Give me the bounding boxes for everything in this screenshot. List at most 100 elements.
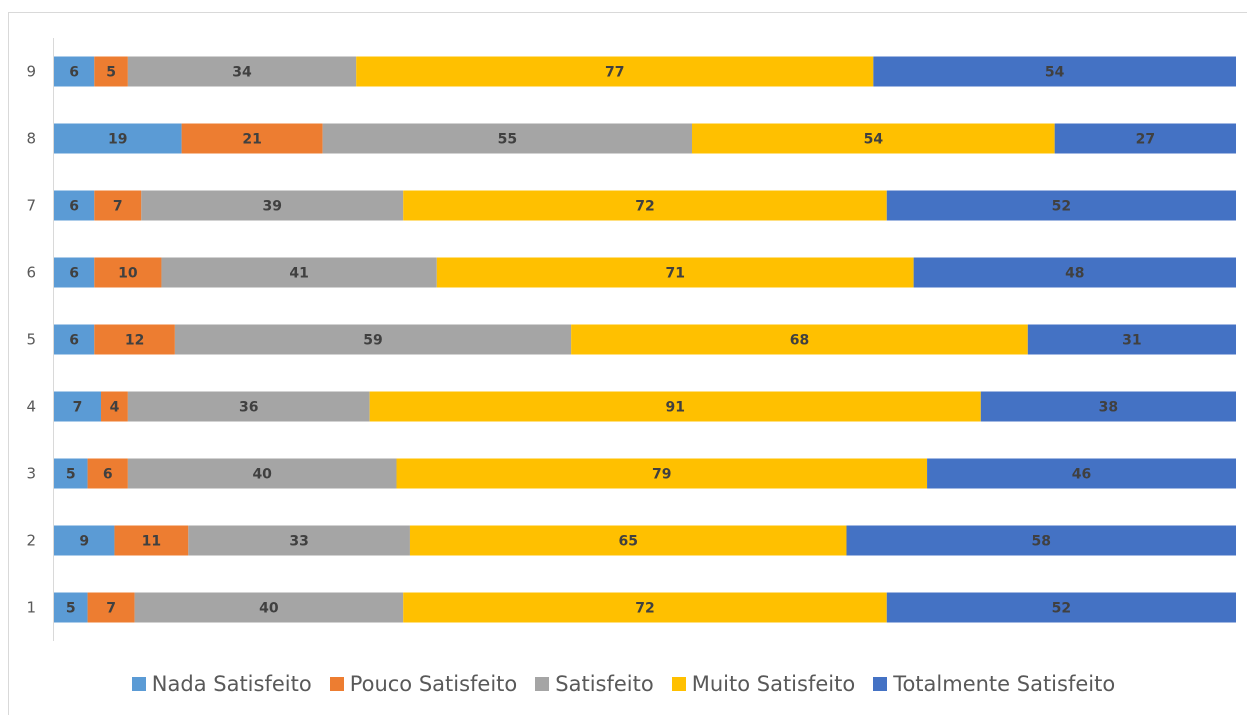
bar-segment [94,257,162,288]
bar-segment [174,324,572,355]
data-label: 9 [79,534,89,550]
y-tick-label: 4 [26,398,36,416]
bar-segment [403,190,887,221]
data-label: 46 [1072,467,1091,483]
stacked-bar-chart: 1 5 7 40 72 522 9 11 33 65 583 5 6 40 79 464 7 4 36 91 385 6 1… [26,38,1236,641]
bar-segment [396,458,928,489]
data-label: 12 [125,333,144,349]
y-tick-label: 2 [26,532,36,550]
data-label: 6 [69,199,79,215]
bar-segment [54,391,102,422]
data-label: 55 [498,132,517,148]
legend-item-satisfeito: Satisfeito [535,672,654,696]
data-label: 40 [259,601,279,617]
bar-segment [181,123,323,154]
data-label: 27 [1136,132,1155,148]
data-label: 6 [69,266,79,282]
legend-swatch [131,677,146,691]
bar-segment [54,123,182,154]
bar-segment [54,56,95,87]
data-label: 4 [110,400,120,416]
data-label: 11 [142,534,161,550]
bar-segment [127,458,397,489]
data-label: 21 [242,132,261,148]
data-label: 52 [1052,199,1071,215]
data-label: 7 [106,601,116,617]
bar-segment [161,257,437,288]
bar-segment [692,123,1055,154]
legend-label: Pouco Satisfeito [349,672,518,696]
bar-segment [369,391,981,422]
data-label: 54 [864,132,884,148]
y-tick-label: 1 [26,599,36,617]
bar-segment [927,458,1236,489]
bar-segment [87,458,128,489]
bar-segment [54,592,88,623]
bar-segment [101,391,128,422]
legend-item-totalmente-satisfeito: Totalmente Satisfeito [873,672,1115,696]
bar-segment [54,324,95,355]
bar-segment [409,525,847,556]
data-label: 6 [103,467,113,483]
bar-segment [134,592,404,623]
data-label: 71 [665,266,684,282]
data-label: 6 [69,65,79,81]
data-label: 39 [263,199,282,215]
bar-segment [913,257,1236,288]
data-label: 58 [1031,534,1050,550]
data-label: 38 [1099,400,1118,416]
legend-label: Totalmente Satisfeito [893,672,1116,696]
bar-segment [322,123,693,154]
bar-segment [1027,324,1236,355]
data-label: 91 [665,400,684,416]
data-label: 7 [73,400,83,416]
bar-segment [54,190,95,221]
bar-segment [886,592,1236,623]
bar-segment [403,592,887,623]
y-tick-label: 7 [26,197,36,215]
bar-segment [114,525,189,556]
bar-segment [846,525,1236,556]
data-label: 5 [66,601,76,617]
data-label: 65 [618,534,637,550]
data-label: 48 [1065,266,1084,282]
bar-segment [87,592,135,623]
data-label: 10 [118,266,138,282]
bar-segment [54,257,95,288]
bar-segment [1054,123,1236,154]
data-label: 72 [635,199,654,215]
data-label: 33 [289,534,308,550]
bar-segment [886,190,1236,221]
legend-label: Muito Satisfeito [691,672,856,696]
legend: Nada Satisfeito Pouco Satisfeito Satisfe… [0,672,1247,696]
bar-segment [54,525,115,556]
legend-swatch [535,677,550,691]
data-label: 31 [1122,333,1141,349]
legend-item-nada-satisfeito: Nada Satisfeito [131,672,312,696]
bar-segment [188,525,410,556]
data-label: 40 [252,467,272,483]
data-label: 41 [289,266,308,282]
data-label: 34 [232,65,252,81]
bar-segment [873,56,1236,87]
legend-label: Satisfeito [555,672,654,696]
y-tick-label: 5 [26,331,36,349]
bar-segment [141,190,404,221]
bar-segment [94,190,142,221]
data-label: 5 [66,467,76,483]
data-label: 52 [1052,601,1071,617]
y-tick-label: 6 [26,264,36,282]
bar-segment [980,391,1236,422]
bar-segment [356,56,874,87]
data-label: 36 [239,400,258,416]
y-tick-label: 3 [26,465,36,483]
bar-segment [571,324,1028,355]
data-label: 6 [69,333,79,349]
legend-item-pouco-satisfeito: Pouco Satisfeito [329,672,518,696]
data-label: 19 [108,132,127,148]
bar-segment [127,391,370,422]
legend-swatch [671,677,686,691]
legend-label: Nada Satisfeito [151,672,312,696]
y-tick-label: 8 [26,130,36,148]
data-label: 68 [790,333,809,349]
